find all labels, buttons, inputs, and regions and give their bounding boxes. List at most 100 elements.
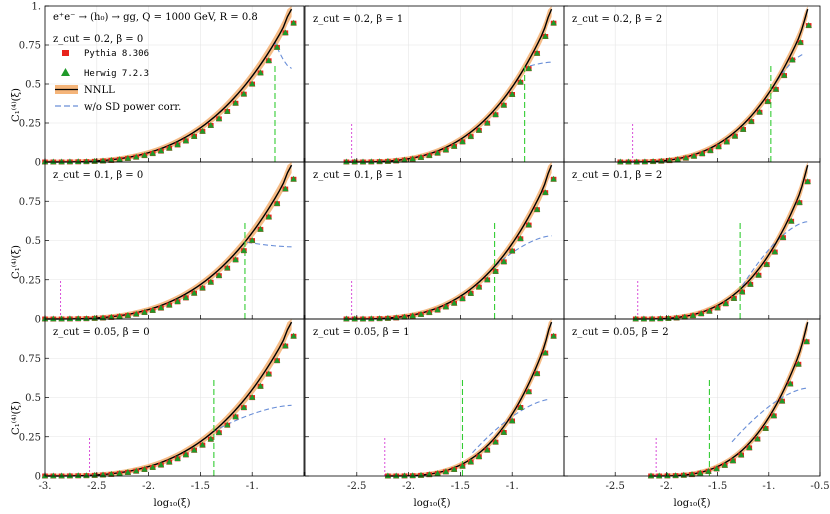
panel-5-herwig-point-17 <box>484 276 491 283</box>
legend-pythia-label: Pythia 8.306 <box>84 49 149 59</box>
panel-7-xtick-label-0: -3. <box>39 481 52 492</box>
panel-6-herwig-point-3 <box>657 315 664 321</box>
panel-3-herwig-point-23 <box>805 22 812 28</box>
panel-7-herwig-point-4 <box>75 472 82 478</box>
panel-6-herwig-point-11 <box>722 300 729 306</box>
panel-2-herwig-point-13 <box>451 142 458 149</box>
panel-7-herwig-point-22 <box>224 421 231 428</box>
legend-herwig-label: Herwig 7.2.3 <box>84 69 149 79</box>
panel-3-herwig-point-10 <box>699 150 706 156</box>
panel-4-herwig-point-15 <box>166 301 173 308</box>
panel-8-xtick-label-2: -2. <box>402 481 415 492</box>
panel-5-herwig-point-16 <box>475 283 483 290</box>
legend-herwig-marker <box>61 68 70 76</box>
panel-2-herwig-point-11 <box>434 149 441 156</box>
panel-3-herwig-point-22 <box>797 39 804 45</box>
panel-1-ytick-label-0: 0 <box>35 158 41 169</box>
panel-8-herwig-point-13 <box>492 438 499 445</box>
panel-5-herwig-point-20 <box>509 247 516 254</box>
panel-4-herwig-point-29 <box>282 185 289 192</box>
panel-7-herwig-point-16 <box>174 455 181 461</box>
panel-4-herwig-point-28 <box>273 200 281 206</box>
panel-2-herwig-point-21 <box>517 78 524 85</box>
panel-9-xtick-label-4: -1. <box>762 481 775 492</box>
panel-7-herwig-point-2 <box>58 472 65 479</box>
panel-3-herwig-point-11 <box>707 147 714 153</box>
panel-6-label: z_cut = 0.1, β = 2 <box>572 170 662 181</box>
panel-3-herwig-point-15 <box>740 126 747 132</box>
panel-1-herwig-point-5 <box>83 158 90 164</box>
panel-7-herwig-point-13 <box>149 464 156 470</box>
panel-7-herwig-point-26 <box>257 382 264 389</box>
panel-9-herwig-point-12 <box>746 444 753 451</box>
panel-2-herwig-point-24 <box>542 33 549 39</box>
panel-2-herwig-point-3 <box>368 158 375 165</box>
panel-5-herwig-point-25 <box>550 175 557 182</box>
panel-7-herwig-point-17 <box>182 451 190 458</box>
panel-1-herwig-point-22 <box>224 108 231 114</box>
panel-6-herwig-point-15 <box>755 271 762 278</box>
panel-5-herwig-point-13 <box>451 299 458 306</box>
panel-2-herwig-point-2 <box>359 158 367 165</box>
panel-7-herwig-point-20 <box>207 435 214 442</box>
panel-6-herwig-point-1 <box>640 315 648 322</box>
panel-1-ytick-label-2: 0.5 <box>25 80 41 91</box>
panel-9-label: z_cut = 0.05, β = 2 <box>572 327 669 338</box>
panel-5-herwig-point-12 <box>442 303 450 310</box>
panel-9-herwig-point-2 <box>664 472 671 479</box>
panel-4-herwig-point-12 <box>141 309 148 315</box>
panel-7-herwig-point-19 <box>199 441 206 448</box>
panel-9-xtick-label-1: -2.5 <box>606 481 625 492</box>
panel-4-herwig-point-18 <box>191 289 198 296</box>
panel-2-label: z_cut = 0.2, β = 1 <box>313 14 403 25</box>
panel-5-herwig-point-3 <box>368 315 375 322</box>
panel-1-herwig-point-15 <box>166 144 173 151</box>
panel-4-herwig-point-23 <box>232 256 239 263</box>
panel-3-herwig-point-2 <box>633 158 640 165</box>
panel-6-herwig-point-14 <box>747 280 754 287</box>
panel-5-herwig-point-18 <box>492 268 499 274</box>
panel-7-herwig-point-11 <box>133 467 140 474</box>
panel-7-herwig-point-30 <box>290 332 297 339</box>
panel-4-herwig-point-10 <box>124 312 132 318</box>
panel-4-herwig-point-30 <box>290 175 297 182</box>
panel-8-herwig-point-3 <box>409 472 416 478</box>
panel-5-label: z_cut = 0.1, β = 1 <box>313 170 403 181</box>
panel-9-herwig-point-10 <box>729 457 737 464</box>
legend-nnll-label: NNLL <box>84 85 115 96</box>
panel-2-nnll-line <box>346 8 553 163</box>
panel-1-herwig-point-30 <box>290 19 297 26</box>
panel-6-herwig-point-19 <box>788 217 795 224</box>
panel-6-herwig-point-8 <box>698 310 705 316</box>
panel-5-herwig-point-23 <box>533 206 541 212</box>
panel-5-herwig-point-10 <box>426 309 433 315</box>
panel-8-xtick-label-4: -1. <box>506 481 519 492</box>
panel-2-herwig-point-25 <box>550 19 557 26</box>
panel-3-herwig-point-7 <box>674 156 681 162</box>
panel-8-herwig-point-0 <box>384 472 392 479</box>
panel-5-herwig-point-11 <box>434 306 441 313</box>
panel-7-herwig-point-29 <box>282 342 289 349</box>
panel-8-herwig-point-9 <box>459 462 466 469</box>
panel-6-herwig-point-17 <box>771 248 779 255</box>
panel-4-ytick-label-2: 0.5 <box>25 236 41 247</box>
panel-6-herwig-point-18 <box>779 234 787 240</box>
y-axis-label-row2: C₁⁽⁴⁾(ξ) <box>11 245 22 279</box>
panel-4-ytick-label-0: 0 <box>35 315 41 326</box>
panel-5-nnll-line <box>346 164 553 320</box>
panel-9-herwig-point-13 <box>754 435 761 442</box>
panel-6-herwig-point-16 <box>763 261 770 267</box>
panel-2-herwig-point-22 <box>525 65 532 71</box>
panel-7-herwig-point-18 <box>191 446 198 453</box>
panel-3-herwig-point-14 <box>731 132 739 139</box>
panel-5-herwig-point-7 <box>401 313 408 320</box>
panel-7-ytick-label-3: 0.75 <box>19 354 41 365</box>
panel-8-herwig-point-11 <box>475 453 483 459</box>
panel-8-herwig-point-8 <box>451 466 458 472</box>
panel-9-herwig-point-1 <box>656 472 663 479</box>
panel-2-herwig-point-15 <box>467 133 474 139</box>
panel-3-herwig-point-12 <box>715 143 722 149</box>
panel-1-label: z_cut = 0.2, β = 0 <box>53 34 143 45</box>
panel-7-xtick-label-2: -2. <box>142 481 155 492</box>
panel-3-herwig-point-13 <box>723 138 730 145</box>
